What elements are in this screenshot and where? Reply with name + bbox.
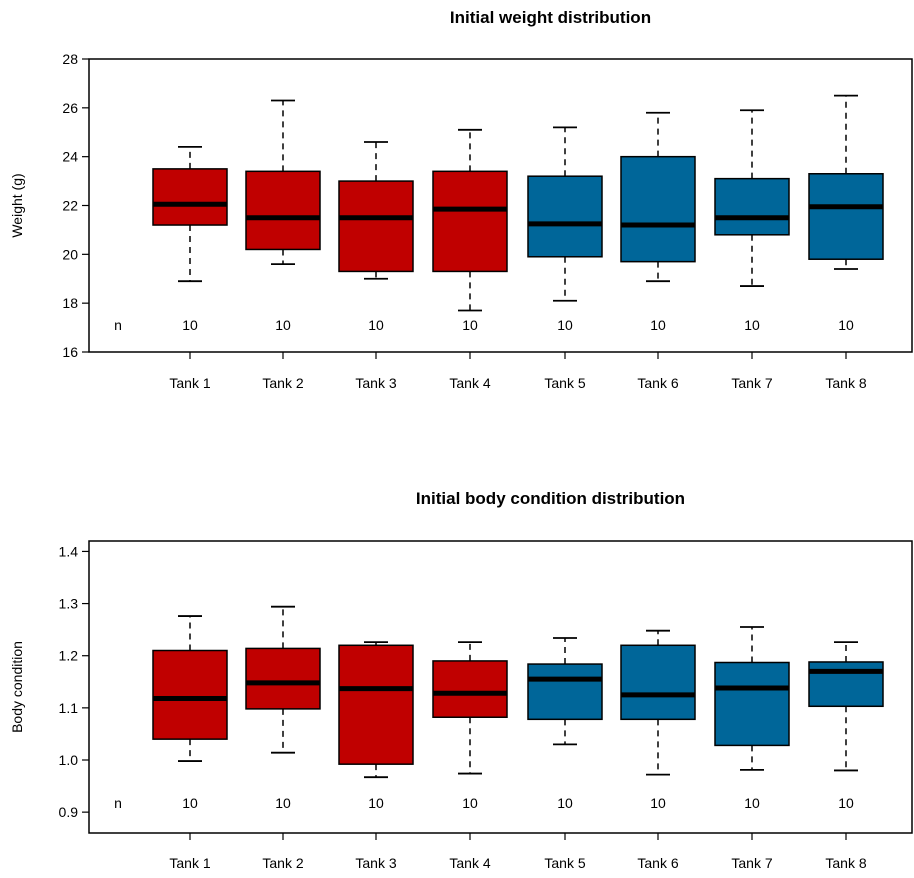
box-3 (338, 641, 414, 779)
x-tick-label: Tank 8 (825, 855, 866, 871)
box-iqr (808, 173, 884, 260)
box-7 (714, 626, 790, 771)
n-value: 10 (744, 795, 760, 811)
box-iqr (527, 663, 603, 721)
box-iqr (245, 170, 321, 251)
y-tick-label: 16 (62, 344, 78, 360)
y-tick-label: 1.1 (59, 700, 79, 716)
n-value: 10 (650, 795, 666, 811)
chart-panel-2: Initial body condition distribution 0.9 1.… (9, 489, 913, 871)
box-5 (527, 637, 603, 746)
n-value: 10 (462, 795, 478, 811)
box-iqr (245, 647, 321, 710)
y-tick-label: 1.0 (59, 752, 79, 768)
x-tick-label: Tank 5 (544, 855, 585, 871)
chart-title: Initial weight distribution (450, 8, 651, 27)
n-value: 10 (368, 795, 384, 811)
n-value: 10 (368, 317, 384, 333)
box-iqr (808, 661, 884, 708)
n-value: 10 (838, 317, 854, 333)
x-tick-label: Tank 2 (262, 855, 303, 871)
y-tick-label: 0.9 (59, 804, 79, 820)
box-8 (808, 94, 884, 270)
box-iqr (714, 661, 790, 747)
y-tick-label: 20 (62, 246, 78, 262)
x-tick-label: Tank 8 (825, 375, 866, 391)
box-4 (432, 641, 508, 775)
y-tick-label: 26 (62, 100, 78, 116)
x-tick-label: Tank 3 (355, 375, 396, 391)
x-tick-label: Tank 7 (731, 855, 772, 871)
x-tick-label: Tank 4 (449, 855, 490, 871)
y-tick-label: 1.4 (59, 543, 79, 559)
x-tick-label: Tank 6 (637, 375, 678, 391)
n-value: 10 (557, 317, 573, 333)
n-value: 10 (557, 795, 573, 811)
box-iqr (432, 660, 508, 718)
box-iqr (432, 170, 508, 273)
n-value: 10 (275, 795, 291, 811)
x-tick-label: Tank 7 (731, 375, 772, 391)
box-iqr (620, 155, 696, 263)
x-tick-label: Tank 5 (544, 375, 585, 391)
box-iqr (338, 180, 414, 273)
y-axis-label: Weight (g) (9, 173, 25, 237)
n-value: 10 (462, 317, 478, 333)
n-label: n (114, 317, 122, 333)
n-value: 10 (182, 795, 198, 811)
x-tick-label: Tank 6 (637, 855, 678, 871)
x-tick-label: Tank 2 (262, 375, 303, 391)
x-tick-label: Tank 1 (169, 855, 210, 871)
y-tick-label: 1.2 (59, 648, 79, 664)
box-2 (245, 605, 321, 754)
box-3 (338, 141, 414, 280)
box-2 (245, 99, 321, 266)
y-tick-label: 22 (62, 198, 78, 214)
x-tick-label: Tank 3 (355, 855, 396, 871)
chart-title: Initial body condition distribution (416, 489, 685, 508)
box-5 (527, 126, 603, 302)
box-4 (432, 128, 508, 312)
n-value: 10 (838, 795, 854, 811)
box-6 (620, 629, 696, 776)
box-6 (620, 111, 696, 283)
box-8 (808, 641, 884, 772)
box-iqr (152, 649, 228, 740)
n-label: n (114, 795, 122, 811)
n-value: 10 (650, 317, 666, 333)
box-iqr (620, 644, 696, 721)
y-axis-label: Body condition (9, 641, 25, 733)
y-tick-label: 24 (62, 149, 78, 165)
x-tick-label: Tank 1 (169, 375, 210, 391)
x-tick-label: Tank 4 (449, 375, 490, 391)
box-7 (714, 109, 790, 287)
box-1 (152, 615, 228, 762)
box-iqr (152, 168, 228, 226)
y-tick-label: 28 (62, 51, 78, 67)
n-value: 10 (275, 317, 291, 333)
y-tick-label: 18 (62, 295, 78, 311)
box-iqr (527, 175, 603, 258)
y-tick-label: 1.3 (59, 596, 79, 612)
n-value: 10 (182, 317, 198, 333)
chart-panel-1: Initial weight distribution 16 18 20 22 24 26 2… (9, 8, 913, 391)
plot-frame (88, 540, 913, 834)
n-value: 10 (744, 317, 760, 333)
box-iqr (714, 177, 790, 236)
box-1 (152, 145, 228, 283)
box-iqr (338, 644, 414, 765)
